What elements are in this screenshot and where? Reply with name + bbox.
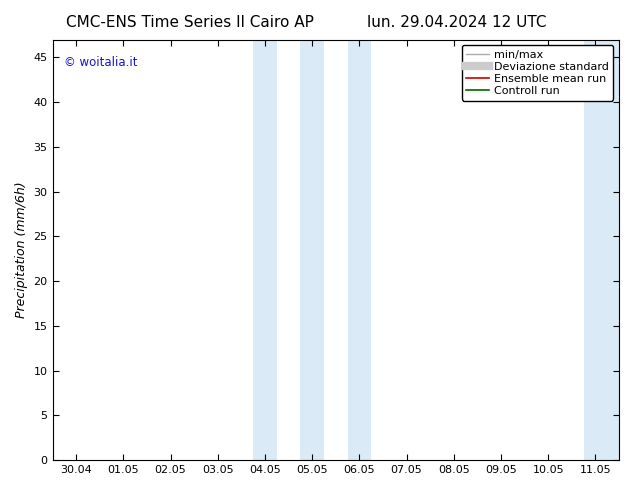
Bar xyxy=(583,40,619,460)
Text: lun. 29.04.2024 12 UTC: lun. 29.04.2024 12 UTC xyxy=(366,15,547,30)
Text: CMC-ENS Time Series Il Cairo AP: CMC-ENS Time Series Il Cairo AP xyxy=(67,15,314,30)
Bar xyxy=(301,40,324,460)
Text: © woitalia.it: © woitalia.it xyxy=(64,56,138,69)
Bar xyxy=(253,40,277,460)
Legend: min/max, Deviazione standard, Ensemble mean run, Controll run: min/max, Deviazione standard, Ensemble m… xyxy=(462,45,614,100)
Bar xyxy=(347,40,371,460)
Y-axis label: Precipitation (mm/6h): Precipitation (mm/6h) xyxy=(15,181,28,318)
